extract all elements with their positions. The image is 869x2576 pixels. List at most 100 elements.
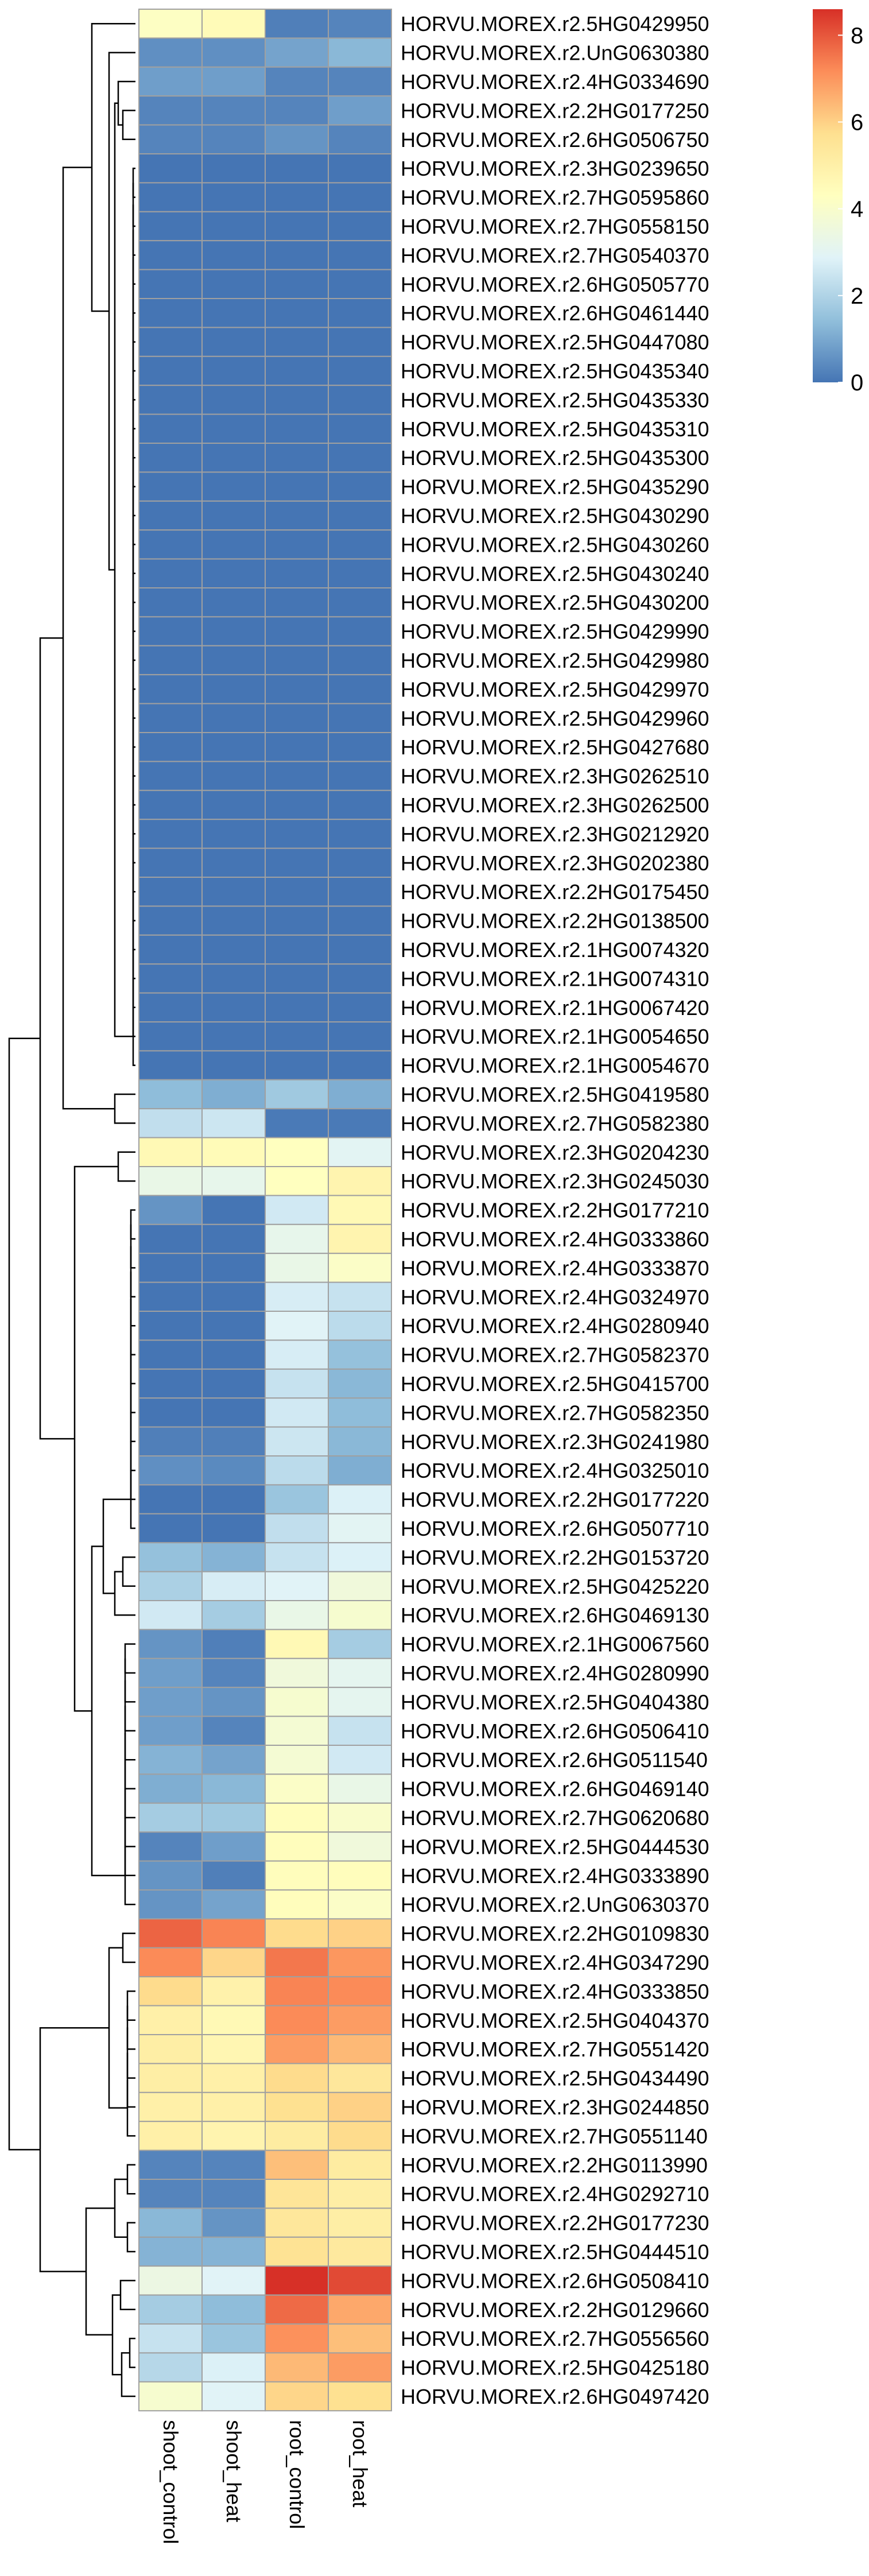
heatmap-cell [138,1108,203,1138]
heatmap-cell [138,2265,203,2296]
heatmap-cell [138,2005,203,2036]
heatmap-cell [328,2236,392,2267]
heatmap-cell [138,1281,203,1312]
dendrogram-branch [126,2052,135,2108]
heatmap-cell [265,587,329,618]
heatmap-cell [265,1773,329,1804]
heatmap-cell [265,2091,329,2122]
heatmap-cell [138,9,203,39]
heatmap-cell [201,385,266,415]
dendrogram-branch [126,2027,135,2079]
heatmap-cell [328,1339,392,1370]
heatmap-cell [265,992,329,1022]
dendrogram-branch [8,1037,40,2151]
heatmap-cell [265,182,329,212]
row-label: HORVU.MOREX.r2.4HG0324970 [401,1285,709,1309]
dendrogram-branch [62,166,115,1110]
heatmap-cell [201,2352,266,2383]
heatmap-cell [201,2381,266,2412]
heatmap-cell [265,211,329,242]
heatmap-cell [138,1947,203,1978]
heatmap-cell [138,2236,203,2267]
row-label: HORVU.MOREX.r2.5HG0425220 [401,1575,709,1598]
dendrogram-branch [122,1932,135,1963]
heatmap-cell [138,95,203,126]
heatmap-cell [265,124,329,155]
heatmap-cell [265,1745,329,1775]
heatmap-cell [138,500,203,531]
dendrogram-branch [126,2164,135,2195]
heatmap-cell [138,413,203,444]
heatmap-cell [201,2207,266,2238]
heatmap-cell [201,703,266,733]
heatmap-cell [328,1137,392,1167]
heatmap-cell [265,298,329,328]
heatmap-cell [138,211,203,242]
heatmap-cell [138,1137,203,1167]
heatmap-cell [265,66,329,97]
heatmap-cell [265,471,329,502]
heatmap-cell [328,2294,392,2325]
heatmap-cell [201,2236,266,2267]
heatmap-cell [138,2063,203,2093]
heatmap-cell [265,703,329,733]
heatmap-cell [138,963,203,994]
row-label: HORVU.MOREX.r2.5HG0429960 [401,707,709,730]
heatmap-cells [138,9,392,2412]
heatmap-cell [138,674,203,704]
heatmap-cell [328,992,392,1022]
heatmap-cell [138,2149,203,2180]
heatmap-cell [138,1426,203,1457]
heatmap-cell [265,2236,329,2267]
heatmap-cell [138,1195,203,1225]
heatmap-cell [265,2207,329,2238]
heatmap-cell [201,1860,266,1891]
heatmap-cell [138,847,203,878]
dendrogram-branch [126,2079,135,2137]
heatmap-cell [201,1571,266,1602]
heatmap-cell [265,616,329,646]
heatmap-cell [201,355,266,386]
row-label: HORVU.MOREX.r2.4HG0333850 [401,1980,709,2003]
row-label: HORVU.MOREX.r2.2HG0177230 [401,2211,709,2235]
heatmap-cell [138,558,203,588]
heatmap-cell [201,732,266,762]
heatmap-cell [328,1542,392,1572]
dendrogram-branch [130,1470,135,1529]
heatmap-cell [328,2005,392,2036]
row-label: HORVU.MOREX.r2.4HG0333870 [401,1256,709,1280]
heatmap-cell [201,269,266,300]
heatmap-cell [265,269,329,300]
heatmap-cell [265,2323,329,2354]
row-label: HORVU.MOREX.r2.6HG0508410 [401,2269,709,2292]
heatmap-cell [201,1542,266,1572]
heatmap-cell [328,500,392,531]
heatmap-cell [138,1253,203,1283]
heatmap-cell [201,1687,266,1717]
heatmap-cell [201,37,266,68]
row-label: HORVU.MOREX.r2.5HG0430290 [401,504,709,528]
row-label: HORVU.MOREX.r2.5HG0444510 [401,2240,709,2264]
row-label: HORVU.MOREX.r2.UnG0630370 [401,1893,709,1916]
heatmap-cell [328,1195,392,1225]
heatmap-cell [138,616,203,646]
heatmap-cell [201,1137,266,1167]
heatmap-cell [201,9,266,39]
heatmap-cell [201,674,266,704]
heatmap-cell [328,1947,392,1978]
heatmap-cell [201,298,266,328]
heatmap-cell [138,327,203,357]
heatmap-cell [138,992,203,1022]
heatmap-cell [201,211,266,242]
heatmap-cell [328,2034,392,2064]
heatmap-cell [265,905,329,936]
row-label: HORVU.MOREX.r2.1HG0054670 [401,1054,709,1078]
heatmap-cell [265,413,329,444]
heatmap-cell [138,877,203,907]
heatmap-cell [138,1079,203,1110]
dendrogram-branch [117,1151,135,1182]
heatmap-cell [201,1426,266,1457]
dendrogram-branch [91,22,135,312]
heatmap-cell [138,1368,203,1399]
heatmap-cell [201,587,266,618]
